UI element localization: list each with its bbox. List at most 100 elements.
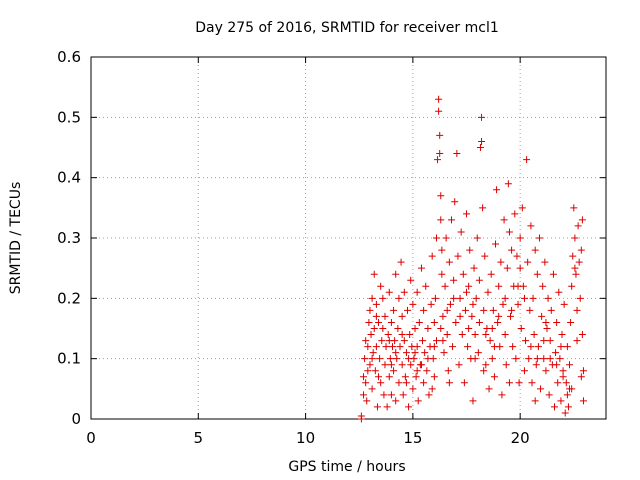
data-point	[411, 349, 419, 357]
data-point	[383, 403, 391, 411]
data-point	[575, 258, 583, 266]
data-point	[482, 331, 490, 339]
data-point	[385, 373, 393, 381]
data-point	[463, 288, 471, 296]
data-point	[380, 391, 388, 399]
data-point	[528, 379, 536, 387]
data-point	[540, 337, 548, 345]
data-point	[459, 270, 467, 278]
data-point	[415, 318, 423, 326]
data-point	[424, 325, 432, 332]
data-point	[520, 367, 528, 375]
data-point	[361, 355, 369, 363]
data-point	[499, 300, 507, 308]
data-point	[569, 252, 577, 260]
data-point	[430, 318, 438, 326]
data-point	[493, 186, 501, 194]
data-point	[455, 361, 463, 369]
data-point	[360, 373, 368, 381]
y-tick-label: 0.2	[57, 289, 81, 307]
data-point	[578, 331, 586, 339]
data-point	[463, 210, 471, 218]
data-point	[375, 318, 383, 326]
data-point	[464, 343, 472, 351]
data-point	[387, 361, 395, 369]
data-point	[366, 306, 374, 314]
data-point	[413, 288, 421, 296]
data-point	[529, 294, 537, 302]
data-point	[460, 379, 468, 387]
data-point	[527, 343, 535, 351]
data-point	[401, 373, 409, 381]
data-point	[402, 349, 410, 357]
data-point	[448, 216, 455, 224]
data-point	[432, 234, 440, 242]
data-point	[399, 391, 407, 399]
chart-title: Day 275 of 2016, SRMTID for receiver mcl…	[195, 20, 499, 36]
x-tick-label: 15	[403, 429, 422, 447]
data-point	[406, 331, 414, 339]
data-point	[446, 300, 454, 308]
data-point	[424, 355, 432, 363]
axis-ticks: 0 0.1 0.2 0.3 0.4 0.5 0.6 0 5 10 15 20	[57, 48, 606, 447]
data-point	[577, 246, 585, 254]
data-point	[538, 312, 546, 320]
data-point	[579, 397, 587, 405]
data-point	[555, 288, 563, 296]
data-point	[438, 246, 446, 254]
data-point	[508, 246, 516, 254]
data-point	[478, 137, 486, 145]
data-point	[561, 409, 569, 417]
data-point	[367, 331, 375, 339]
data-point	[409, 300, 417, 308]
data-point	[533, 270, 541, 278]
data-point	[465, 325, 473, 332]
data-point	[574, 222, 582, 230]
data-point	[417, 361, 425, 369]
data-point	[465, 282, 473, 290]
data-point	[400, 337, 408, 345]
data-point	[556, 355, 564, 363]
data-point	[517, 325, 525, 332]
data-point	[513, 252, 521, 260]
data-point	[576, 294, 584, 302]
data-point	[425, 391, 433, 399]
data-point	[456, 294, 464, 302]
data-point	[400, 288, 408, 296]
data-point	[524, 258, 532, 266]
data-point	[417, 264, 425, 272]
data-point	[412, 373, 420, 381]
data-point	[482, 361, 490, 369]
data-point	[368, 294, 376, 302]
data-point	[470, 264, 478, 272]
data-point	[427, 300, 435, 308]
data-point	[362, 337, 370, 345]
data-point	[439, 337, 447, 345]
data-point	[498, 391, 506, 399]
data-point	[428, 252, 436, 260]
data-point	[537, 385, 545, 393]
data-point	[369, 349, 377, 357]
data-point	[395, 379, 403, 387]
data-point	[523, 156, 531, 164]
data-point	[437, 325, 445, 332]
data-point	[504, 180, 512, 188]
data-point	[473, 234, 481, 242]
data-point	[392, 397, 400, 405]
data-point	[405, 355, 413, 363]
y-tick-label: 0.3	[57, 229, 81, 247]
data-point	[454, 252, 462, 260]
data-point	[566, 361, 574, 369]
data-point	[430, 373, 438, 381]
data-point	[444, 367, 452, 375]
data-point	[419, 337, 427, 345]
data-point	[368, 355, 376, 363]
data-point	[428, 385, 436, 393]
data-point	[507, 312, 515, 320]
data-point	[453, 150, 461, 158]
data-point	[570, 204, 578, 212]
data-point	[514, 300, 522, 308]
grid-lines	[91, 57, 606, 419]
data-point	[398, 331, 406, 339]
data-point	[472, 294, 480, 302]
